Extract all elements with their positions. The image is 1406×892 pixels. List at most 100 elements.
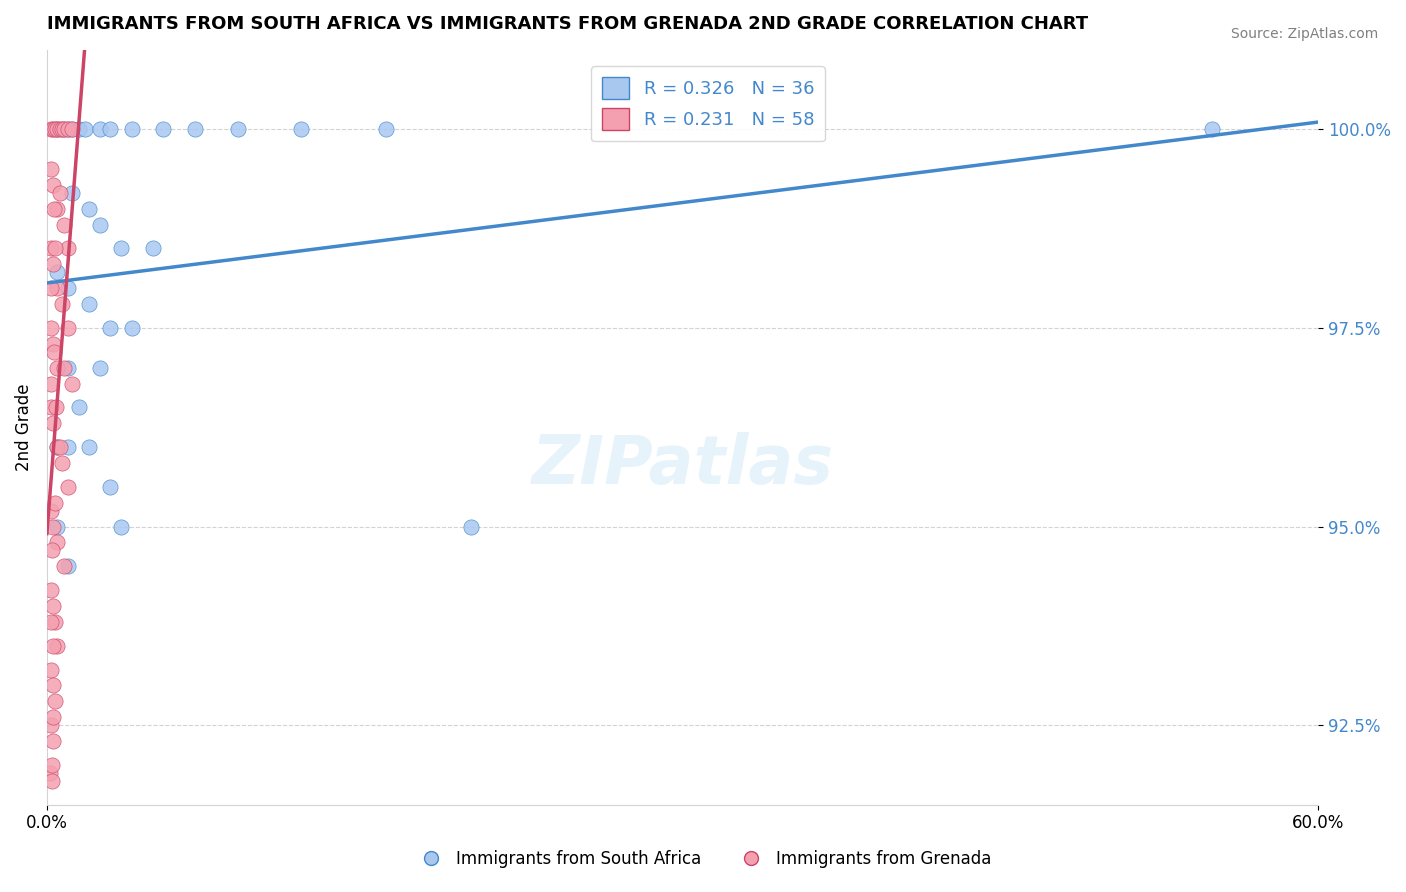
Point [46,535,69,549]
Point [46,281,69,295]
Point [51,456,73,470]
Point [39,122,62,136]
Point [42,599,65,613]
Point [60,122,83,136]
Legend: Immigrants from South Africa, Immigrants from Grenada: Immigrants from South Africa, Immigrants… [408,844,998,875]
Point [42,519,65,533]
Point [45,401,67,415]
Text: Source: ZipAtlas.com: Source: ZipAtlas.com [1230,27,1378,41]
Point [44,694,66,708]
Point [52,122,75,136]
Point [52,218,75,232]
Point [121,122,143,136]
Point [152,122,174,136]
Point [56,440,79,454]
Point [46,639,69,653]
Point [52,360,75,375]
Point [46,122,69,136]
Point [46,265,69,279]
Point [39,765,62,780]
Point [42,710,65,724]
Point [56,242,79,256]
Point [39,583,62,598]
Point [46,440,69,454]
Point [46,202,69,216]
Point [46,519,69,533]
Point [44,122,66,136]
Point [89,360,111,375]
Point [56,281,79,295]
Point [52,559,75,574]
Point [1201,122,1223,136]
Point [44,202,66,216]
Point [39,161,62,176]
Point [374,122,396,136]
Point [73,122,96,136]
Point [46,360,69,375]
Point [39,663,62,677]
Point [77,297,100,311]
Point [42,734,65,748]
Point [290,122,312,136]
Point [46,122,69,136]
Point [48,440,70,454]
Point [48,186,70,200]
Point [60,376,83,391]
Point [142,242,165,256]
Point [42,257,65,271]
Point [56,360,79,375]
Point [51,297,73,311]
Point [42,336,65,351]
Point [56,559,79,574]
Point [100,321,122,335]
Point [60,122,83,136]
Point [42,417,65,431]
Point [44,344,66,359]
Point [226,122,249,136]
Point [39,401,62,415]
Point [56,122,79,136]
Text: IMMIGRANTS FROM SOUTH AFRICA VS IMMIGRANTS FROM GRENADA 2ND GRADE CORRELATION CH: IMMIGRANTS FROM SOUTH AFRICA VS IMMIGRAN… [46,15,1088,33]
Point [100,480,122,494]
Point [51,122,73,136]
Point [39,718,62,732]
Point [42,678,65,692]
Point [67,401,90,415]
Point [41,758,63,772]
Y-axis label: 2nd Grade: 2nd Grade [15,384,32,471]
Point [42,639,65,653]
Point [44,615,66,629]
Point [44,496,66,510]
Point [89,122,111,136]
Point [46,440,69,454]
Point [184,122,207,136]
Point [39,281,62,295]
Point [56,480,79,494]
Legend: R = 0.326   N = 36, R = 0.231   N = 58: R = 0.326 N = 36, R = 0.231 N = 58 [591,66,825,141]
Point [56,122,79,136]
Point [100,122,122,136]
Point [44,242,66,256]
Point [42,178,65,192]
Point [41,543,63,558]
Point [39,615,62,629]
Point [39,242,62,256]
Point [121,321,143,335]
Point [460,519,482,533]
Point [77,440,100,454]
Point [39,376,62,391]
Point [60,186,83,200]
Point [110,519,132,533]
Point [48,122,70,136]
Point [56,321,79,335]
Point [89,218,111,232]
Point [77,202,100,216]
Point [110,242,132,256]
Point [41,773,63,788]
Point [39,321,62,335]
Point [42,122,65,136]
Point [67,122,90,136]
Point [39,504,62,518]
Text: ZIPatlas: ZIPatlas [531,432,834,498]
Point [52,122,75,136]
